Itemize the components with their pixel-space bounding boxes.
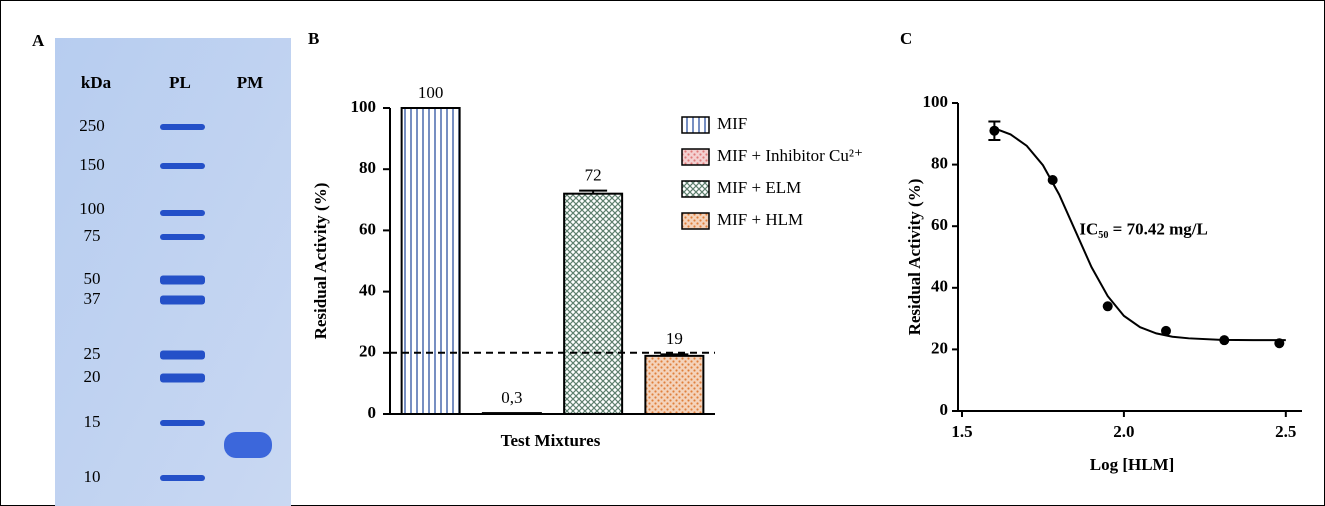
ladder-band	[160, 276, 205, 285]
y-axis-title: Residual Activity (%)	[905, 179, 924, 336]
y-tick-label: 100	[351, 97, 377, 116]
y-tick-label: 0	[368, 403, 377, 422]
panel-label: C	[900, 29, 912, 48]
y-tick-label: 60	[359, 219, 376, 238]
data-point	[1103, 301, 1113, 311]
value-label: 19	[666, 329, 683, 348]
figure: A kDa PL PM 250 150 100 75 5037 25 20 15 10 B 0 20 40 6…	[0, 0, 1325, 506]
y-tick-label: 80	[359, 158, 376, 177]
data-point	[1161, 326, 1171, 336]
x-tick-label: 2.0	[1113, 422, 1134, 441]
marker-label: 20	[84, 367, 101, 386]
legend-label: MIF + Inhibitor Cu²⁺	[717, 146, 863, 165]
y-axis-title: Residual Activity (%)	[311, 183, 330, 340]
y-tick-label: 20	[359, 342, 376, 361]
y-tick-label: 0	[940, 400, 949, 419]
data-point	[1274, 338, 1284, 348]
annotation: IC₅₀ = 70.42 mg/L	[1079, 220, 1208, 239]
lane-header: PM	[237, 73, 263, 92]
page: A kDa PL PM 250 150 100 75 5037 25 20 15 10 B 0 20 40 6…	[0, 0, 1325, 506]
y-tick-label: 60	[931, 215, 948, 234]
legend-label: MIF + HLM	[717, 210, 803, 229]
x-tick-label: 1.5	[951, 422, 972, 441]
lane-header: kDa	[81, 73, 112, 92]
legend-swatch	[682, 117, 709, 133]
marker-label: 25	[84, 344, 101, 363]
bar	[564, 194, 622, 414]
marker-label: 15	[84, 412, 101, 431]
y-tick-label: 100	[923, 92, 949, 111]
ladder-band	[160, 420, 205, 426]
marker-label: 75	[84, 226, 101, 245]
value-label: 100	[418, 83, 444, 102]
marker-label: 10	[84, 467, 101, 486]
bar	[402, 108, 460, 414]
legend-swatch	[682, 213, 709, 229]
y-tick-label: 40	[359, 281, 376, 300]
value-label: 72	[585, 166, 602, 185]
ladder-band	[160, 163, 205, 169]
marker-label: 37	[84, 289, 102, 308]
legend-label: MIF + ELM	[717, 178, 801, 197]
legend-label: MIF	[717, 114, 747, 133]
x-tick-label: 2.5	[1275, 422, 1296, 441]
panel-label: B	[308, 29, 319, 48]
legend-swatch	[682, 181, 709, 197]
marker-label: 150	[79, 155, 105, 174]
marker-label: 50	[84, 269, 101, 288]
y-tick-label: 80	[931, 154, 948, 173]
ladder-band	[160, 234, 205, 240]
x-axis-title: Test Mixtures	[501, 431, 601, 450]
ladder-band	[160, 124, 205, 130]
data-point	[1219, 335, 1229, 345]
ladder-band	[160, 374, 205, 383]
panel-label: A	[32, 31, 45, 50]
ladder-band	[160, 475, 205, 481]
marker-label: 100	[79, 199, 105, 218]
y-tick-label: 20	[931, 338, 948, 357]
ladder-band	[160, 351, 205, 360]
bar	[483, 413, 541, 414]
x-axis-title: Log [HLM]	[1090, 455, 1175, 474]
protein-band	[224, 432, 272, 458]
ladder-band	[160, 210, 205, 216]
data-point	[989, 126, 999, 136]
y-tick-label: 40	[931, 277, 948, 296]
legend-swatch	[682, 149, 709, 165]
ladder-band	[160, 296, 205, 305]
lane-header: PL	[169, 73, 191, 92]
marker-label: 250	[79, 116, 105, 135]
data-point	[1048, 175, 1058, 185]
value-label: 0,3	[501, 388, 522, 407]
bar	[645, 356, 703, 414]
